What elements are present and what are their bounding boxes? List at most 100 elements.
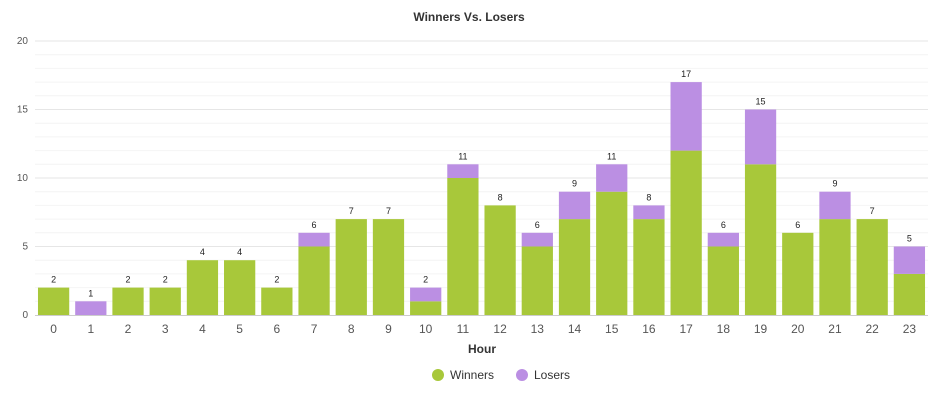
total-labels: 2 1 2 2 4 4 2 6 7 7 2 11 8 6 9 11 8 17 6 15 6 9 7 5	[51, 69, 912, 298]
bar-losers-10[interactable]	[410, 287, 442, 302]
bar-winners-19[interactable]	[744, 164, 777, 315]
legend-label: Winners	[450, 368, 494, 382]
bar-winners-0[interactable]	[37, 287, 70, 315]
bar-winners-2[interactable]	[112, 287, 144, 315]
bar-winners-18[interactable]	[707, 246, 739, 316]
bar-losers-17[interactable]	[670, 82, 702, 151]
x-tick-label: 7	[311, 322, 318, 336]
x-tick-label: 11	[457, 322, 470, 336]
x-axis-label: Hour	[468, 342, 496, 356]
total-label: 2	[51, 275, 56, 285]
gridlines	[35, 40, 928, 302]
bar-winners-3[interactable]	[149, 287, 181, 315]
x-tick-label: 20	[791, 322, 805, 336]
bar-losers-1[interactable]	[75, 301, 107, 315]
bar-winners-10[interactable]	[410, 301, 442, 315]
bar-losers-21[interactable]	[819, 191, 851, 220]
bar-winners-12[interactable]	[484, 205, 516, 315]
total-label: 8	[646, 192, 651, 202]
total-label: 11	[607, 151, 616, 161]
x-tick-label: 10	[419, 322, 433, 336]
total-label: 9	[832, 179, 837, 189]
total-label: 2	[163, 275, 168, 285]
total-label: 1	[88, 288, 93, 298]
total-label: 17	[681, 69, 691, 79]
x-tick-label: 9	[385, 322, 392, 336]
total-label: 15	[756, 97, 766, 107]
legend-marker	[432, 369, 444, 381]
x-tick-label: 1	[87, 322, 94, 336]
bar-winners-21[interactable]	[819, 219, 851, 315]
bar-winners-20[interactable]	[782, 232, 814, 315]
bar-losers-11[interactable]	[447, 164, 479, 178]
total-label: 6	[795, 220, 800, 230]
x-tick-label: 0	[50, 322, 57, 336]
x-tick-label: 22	[866, 322, 880, 336]
total-label: 2	[274, 275, 279, 285]
total-label: 6	[312, 220, 317, 230]
x-tick-label: 14	[568, 322, 582, 336]
bar-losers-13[interactable]	[521, 232, 553, 247]
bar-winners-4[interactable]	[186, 260, 219, 315]
bar-winners-5[interactable]	[224, 260, 256, 315]
bar-winners-13[interactable]	[521, 246, 553, 316]
y-tick-label: 15	[17, 105, 29, 116]
x-tick-label: 5	[236, 322, 243, 336]
bar-losers-7[interactable]	[298, 232, 330, 247]
total-label: 2	[126, 275, 131, 285]
chart-title: Winners Vs. Losers	[413, 10, 525, 24]
bar-winners-17[interactable]	[670, 150, 702, 315]
x-tick-label: 8	[348, 322, 355, 336]
bar-losers-15[interactable]	[596, 164, 628, 192]
total-label: 7	[870, 206, 875, 216]
x-tick-label: 16	[642, 322, 656, 336]
total-label: 7	[349, 206, 354, 216]
bar-winners-22[interactable]	[856, 219, 888, 315]
x-tick-label: 2	[125, 322, 132, 336]
bar-losers-14[interactable]	[558, 191, 591, 220]
total-label: 4	[237, 247, 242, 257]
x-tick-label: 6	[274, 322, 281, 336]
total-label: 4	[200, 247, 205, 257]
total-label: 9	[572, 179, 577, 189]
total-label: 5	[907, 234, 912, 244]
x-tick-label: 4	[199, 322, 206, 336]
bar-winners-16[interactable]	[633, 219, 665, 315]
legend-item-losers[interactable]: Losers	[516, 368, 570, 382]
bar-winners-23[interactable]	[893, 273, 926, 315]
x-tick-label: 17	[679, 322, 693, 336]
x-tick-label: 23	[903, 322, 917, 336]
x-tick-label: 18	[717, 322, 731, 336]
x-tick-label: 21	[828, 322, 842, 336]
bar-losers-18[interactable]	[707, 232, 739, 247]
y-tick-label: 0	[22, 310, 28, 321]
bar-winners-9[interactable]	[372, 219, 405, 315]
bars	[37, 82, 926, 316]
bar-losers-23[interactable]	[893, 246, 926, 274]
x-axis: 0 1 2 3 4 5 6 7 8 9 10 11 12 13 14 15 16 17 18 19 20 21 22 23	[35, 315, 928, 336]
x-tick-label: 3	[162, 322, 169, 336]
bar-losers-16[interactable]	[633, 205, 665, 220]
total-label: 11	[458, 151, 467, 161]
x-tick-label: 19	[754, 322, 768, 336]
legend-label: Losers	[534, 368, 570, 382]
total-label: 2	[423, 275, 428, 285]
y-axis: 0 5 10 15 20	[17, 36, 29, 321]
bar-winners-7[interactable]	[298, 246, 330, 316]
legend[interactable]: Winners Losers	[432, 368, 570, 382]
bar-winners-8[interactable]	[335, 219, 367, 315]
total-label: 8	[498, 192, 503, 202]
bar-winners-14[interactable]	[558, 219, 591, 315]
total-label: 6	[535, 220, 540, 230]
bar-losers-19[interactable]	[744, 109, 777, 165]
legend-marker	[516, 369, 528, 381]
bar-winners-11[interactable]	[447, 178, 479, 315]
bar-winners-6[interactable]	[261, 287, 293, 315]
total-label: 6	[721, 220, 726, 230]
y-tick-label: 5	[22, 242, 28, 253]
bar-winners-15[interactable]	[596, 191, 628, 315]
legend-item-winners[interactable]: Winners	[432, 368, 494, 382]
y-tick-label: 20	[17, 36, 29, 47]
